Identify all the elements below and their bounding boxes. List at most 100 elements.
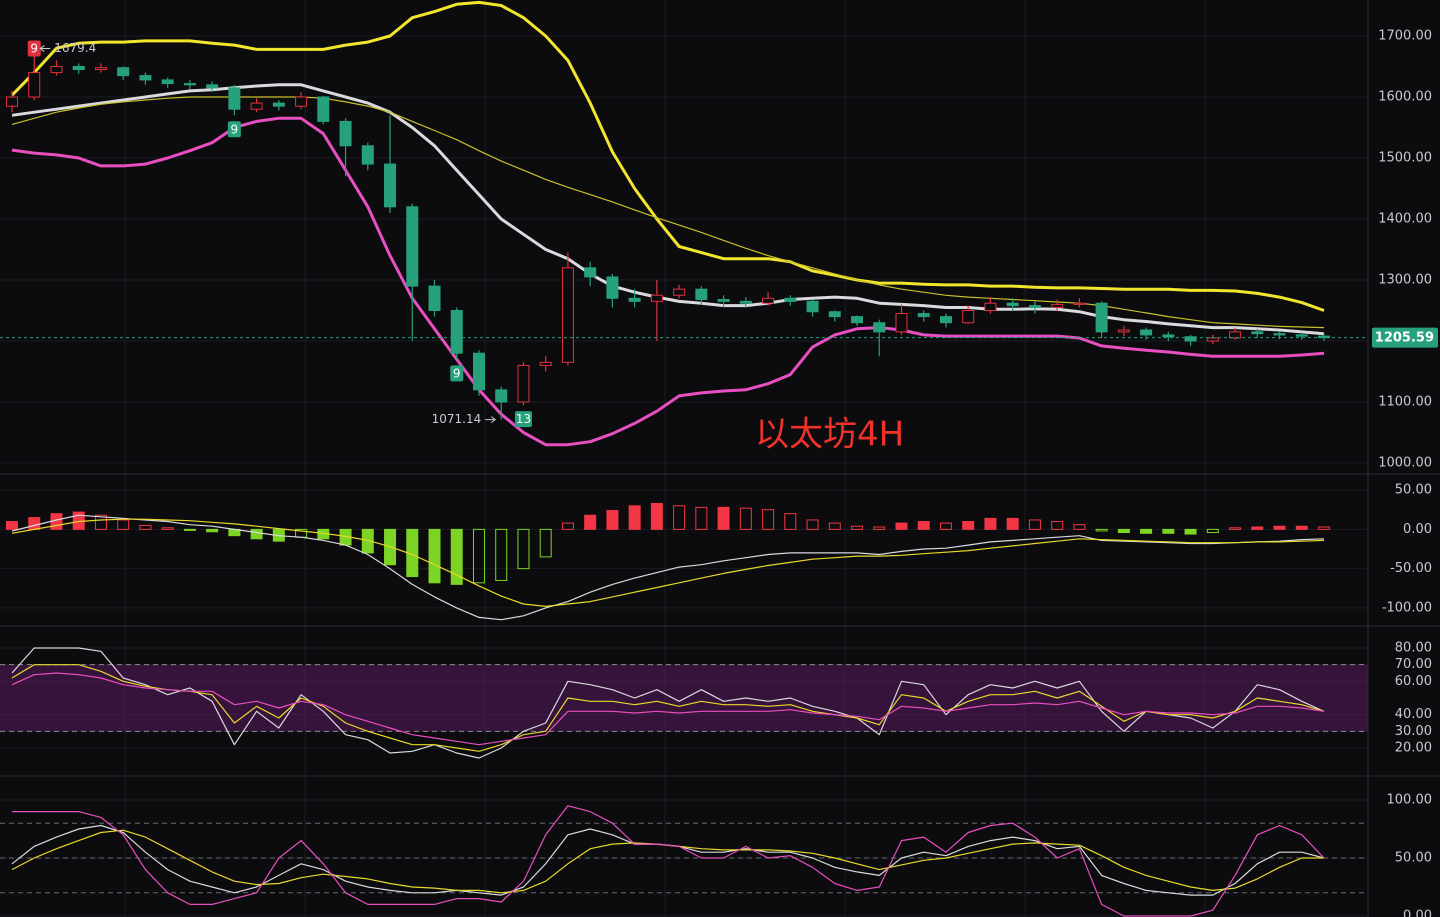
macd-bar bbox=[428, 528, 441, 584]
candle-body bbox=[428, 285, 441, 312]
y-tick-label: 1500.00 bbox=[1378, 151, 1432, 166]
macd-bar bbox=[1206, 528, 1219, 534]
macd-bar bbox=[917, 521, 930, 530]
candle-body bbox=[495, 389, 508, 403]
candle-body bbox=[517, 364, 530, 403]
y-tick-label: 1700.00 bbox=[1378, 28, 1432, 43]
candle-body bbox=[1251, 331, 1264, 335]
y-tick-label: 1100.00 bbox=[1378, 395, 1432, 410]
td-marker bbox=[450, 365, 464, 382]
indicator-line bbox=[12, 805, 1325, 917]
macd-bar bbox=[6, 521, 18, 530]
indicator-line bbox=[11, 647, 1325, 759]
macd-bar bbox=[117, 519, 130, 530]
low-annotation: 1071.14 bbox=[432, 412, 482, 426]
candle-body bbox=[717, 299, 730, 302]
candle-body bbox=[628, 297, 641, 302]
macd-bar bbox=[717, 506, 730, 530]
macd-bar bbox=[250, 528, 263, 540]
band bbox=[0, 664, 1368, 732]
candle-body bbox=[1028, 305, 1041, 308]
candle-body bbox=[139, 75, 152, 81]
y-tick-label: -50.00 bbox=[1390, 561, 1432, 576]
macd-bar bbox=[28, 517, 41, 530]
td-marker bbox=[227, 121, 241, 138]
candle-body bbox=[406, 206, 419, 287]
candle-body bbox=[962, 310, 975, 324]
candle-body bbox=[1295, 334, 1308, 337]
indicator-line bbox=[10, 0, 1325, 312]
candle-body bbox=[1162, 334, 1175, 338]
candle-body bbox=[50, 65, 63, 74]
high-annotation: 1679.4 bbox=[54, 41, 96, 55]
candle-body bbox=[28, 72, 41, 98]
macd-bar bbox=[1006, 517, 1019, 530]
td-marker-label: 13 bbox=[516, 412, 531, 426]
candle-body bbox=[117, 67, 130, 77]
macd-bar bbox=[495, 528, 508, 581]
macd-bar bbox=[1295, 525, 1308, 530]
candle-body bbox=[851, 316, 864, 324]
macd-bar bbox=[784, 513, 797, 530]
candle-body bbox=[272, 102, 285, 107]
candle-body bbox=[1117, 329, 1130, 333]
candle-body bbox=[1095, 302, 1108, 333]
y-tick-label: 50.00 bbox=[1395, 483, 1432, 498]
macd-bar bbox=[673, 505, 686, 530]
td-marker-label: 9 bbox=[231, 122, 239, 136]
macd-bar bbox=[1318, 526, 1330, 530]
macd-bar bbox=[606, 510, 619, 530]
candle-body bbox=[939, 316, 952, 324]
macd-bar bbox=[183, 528, 196, 531]
td-marker bbox=[27, 40, 41, 57]
macd-bar bbox=[561, 522, 574, 530]
candle-body bbox=[450, 310, 463, 354]
macd-bar bbox=[873, 526, 886, 530]
candle-body bbox=[539, 361, 552, 366]
td-marker-label: 9 bbox=[30, 42, 38, 56]
y-tick-label: 30.00 bbox=[1395, 724, 1432, 739]
macd-bar bbox=[895, 522, 908, 530]
td-marker-label: 9 bbox=[453, 366, 461, 380]
macd-bar bbox=[806, 519, 819, 530]
macd-bar bbox=[762, 509, 775, 530]
macd-bar bbox=[984, 517, 997, 530]
td-marker bbox=[514, 411, 532, 428]
candle-body bbox=[361, 145, 374, 165]
candle-body bbox=[384, 163, 397, 208]
y-tick-label: 1300.00 bbox=[1378, 273, 1432, 288]
macd-bar bbox=[1140, 528, 1153, 534]
macd-bar bbox=[828, 522, 841, 530]
macd-bar bbox=[695, 506, 708, 530]
y-tick-label: 60.00 bbox=[1395, 674, 1432, 689]
macd-bar bbox=[517, 528, 530, 570]
macd-bar bbox=[650, 502, 663, 530]
candle-body bbox=[317, 96, 330, 122]
candle-body bbox=[161, 79, 174, 85]
macd-bar bbox=[539, 528, 552, 558]
candle-body bbox=[673, 288, 686, 296]
macd-bar bbox=[851, 525, 864, 530]
macd-bar bbox=[94, 514, 107, 530]
annotation-arrow bbox=[485, 416, 497, 424]
candle-body bbox=[584, 267, 597, 278]
candle-body bbox=[606, 276, 619, 299]
candle-body bbox=[1073, 302, 1086, 305]
candle-body bbox=[828, 311, 841, 318]
candle-body bbox=[561, 267, 574, 363]
last-price-box bbox=[1372, 327, 1438, 348]
y-tick-label: 50.00 bbox=[1395, 850, 1432, 865]
indicator-line bbox=[11, 672, 1325, 746]
macd-bar bbox=[1073, 524, 1086, 530]
candle-body bbox=[650, 294, 663, 302]
candle-body bbox=[1318, 335, 1330, 339]
candle-body bbox=[1229, 331, 1242, 339]
candle-body bbox=[1140, 329, 1153, 336]
y-tick-label: 0.00 bbox=[1403, 908, 1432, 917]
macd-bar bbox=[472, 528, 485, 584]
candle-body bbox=[228, 87, 241, 110]
macd-bar bbox=[628, 505, 641, 530]
y-tick-label: 100.00 bbox=[1387, 793, 1433, 808]
